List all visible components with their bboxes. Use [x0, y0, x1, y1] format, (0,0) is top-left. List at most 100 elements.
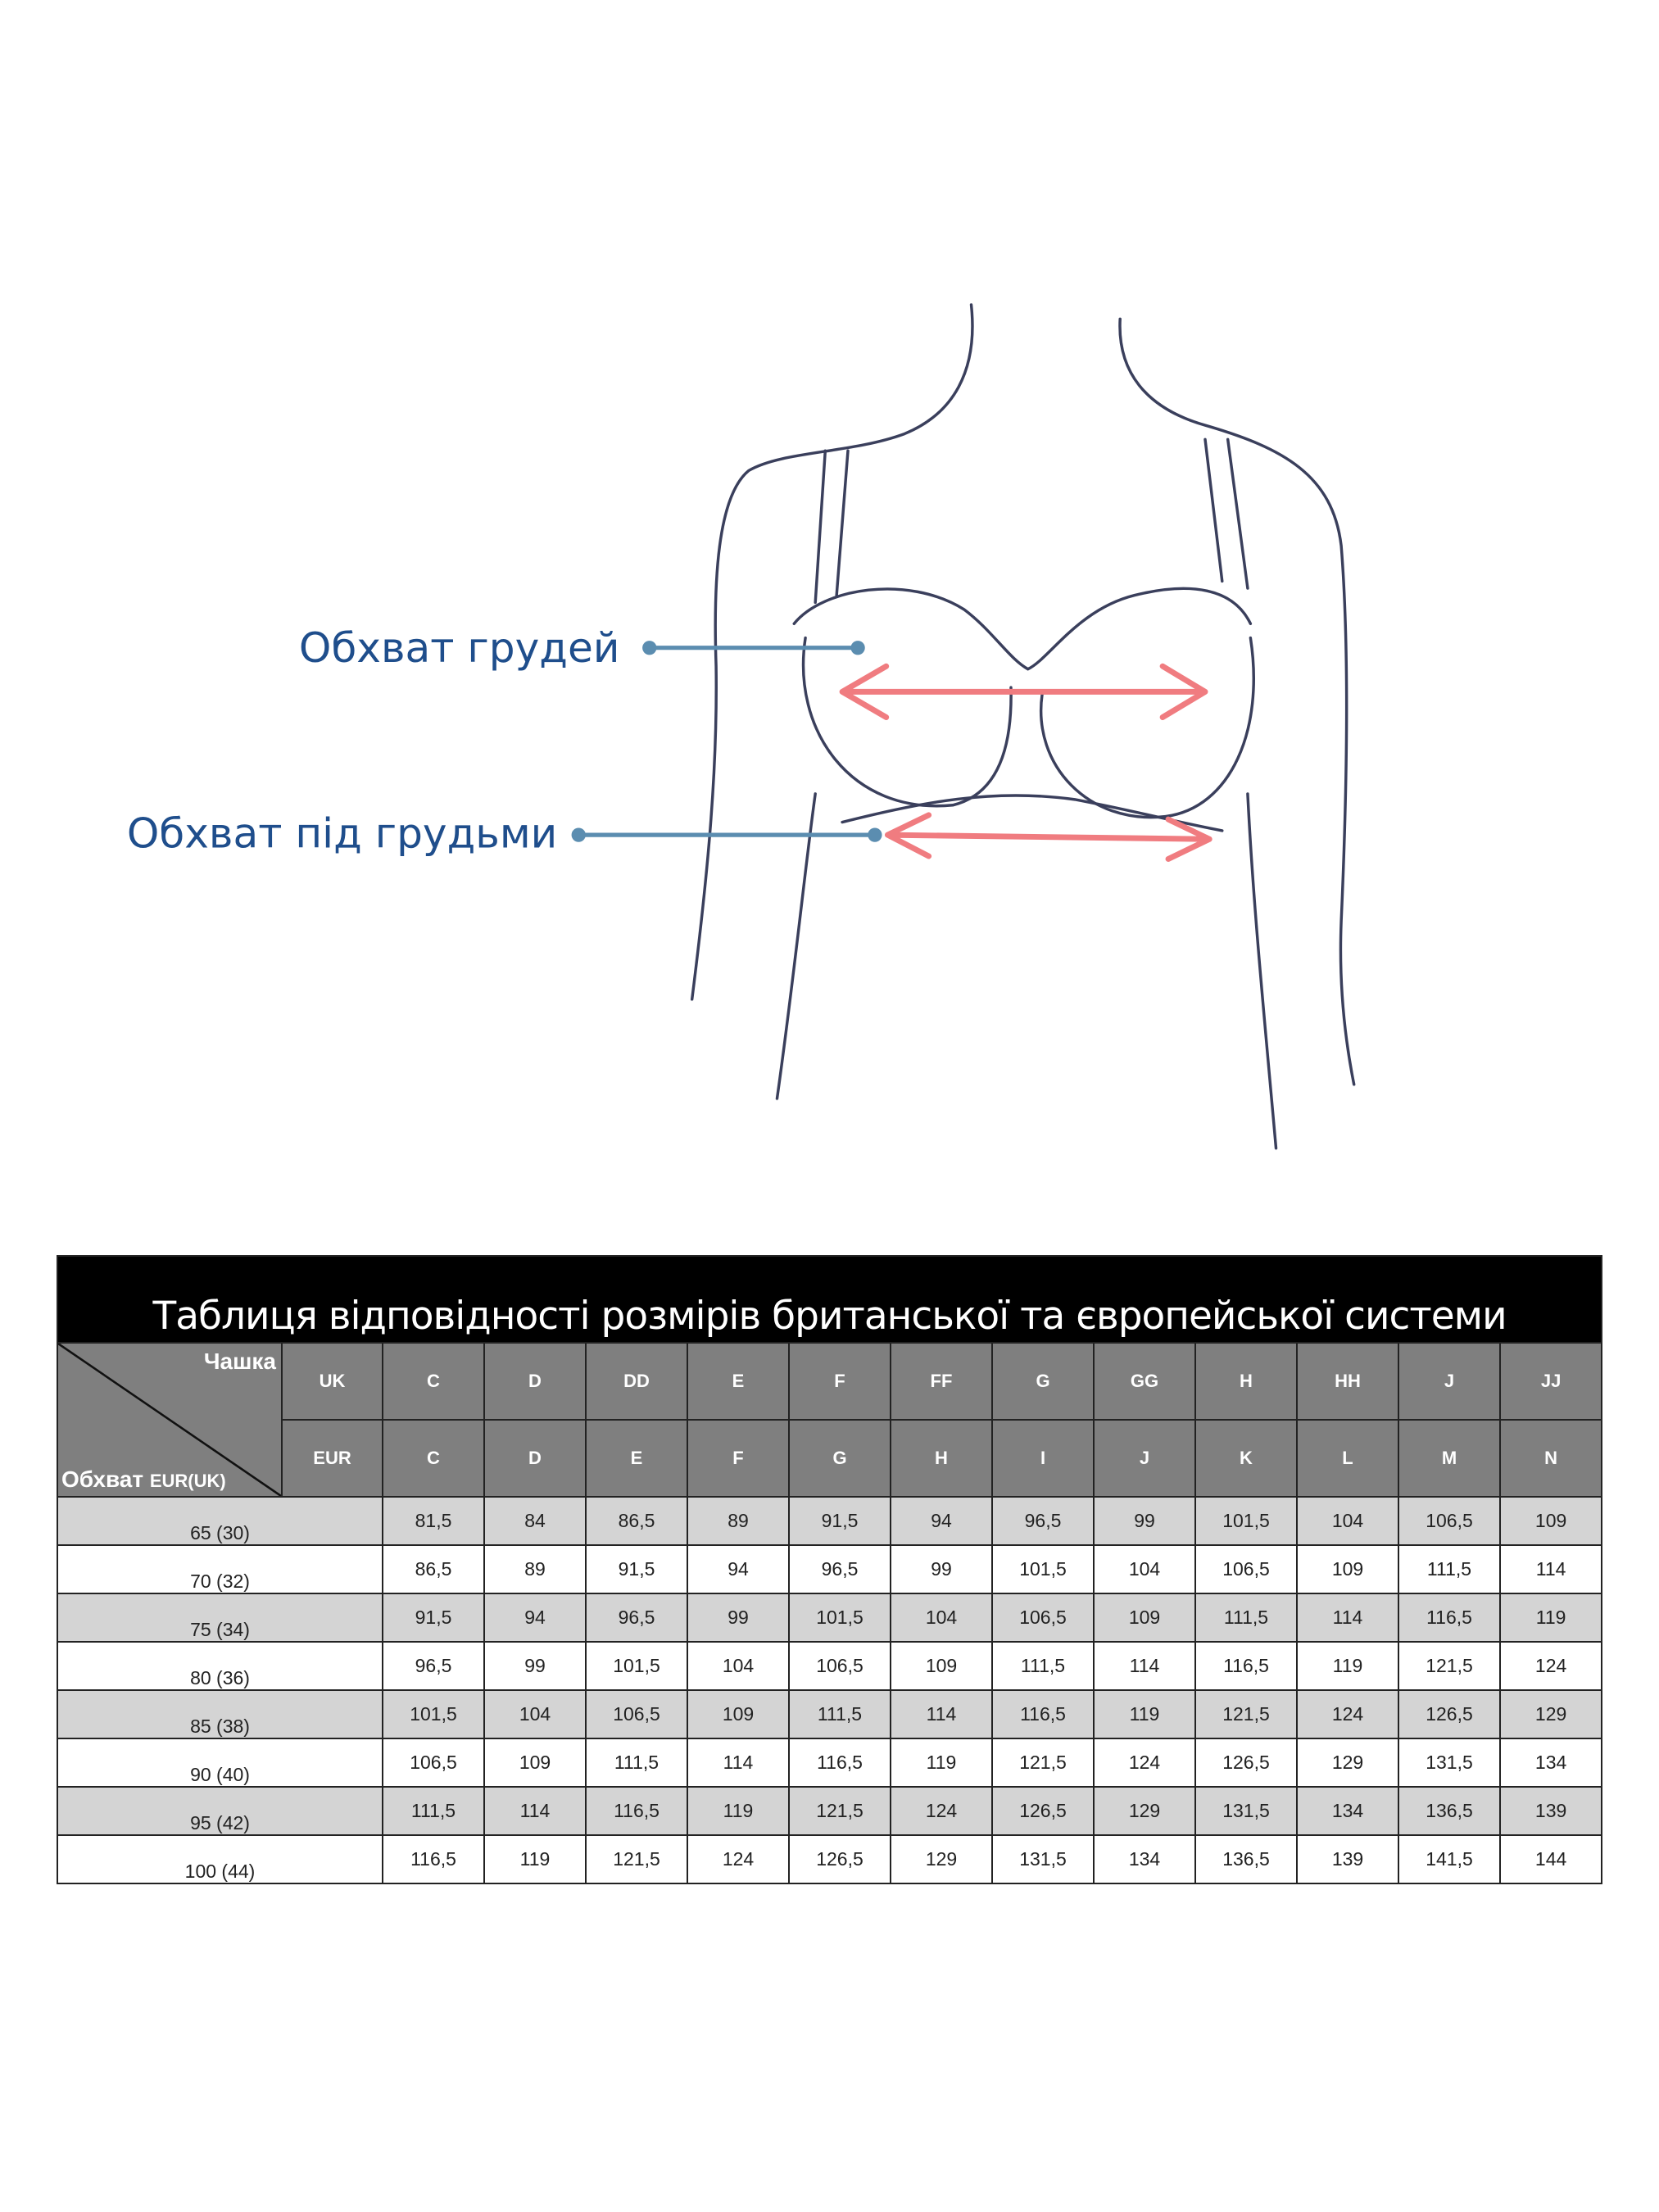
bust-value-cell: 124 [1498, 1641, 1603, 1691]
bust-value-cell: 104 [687, 1641, 790, 1691]
bust-value-cell: 86,5 [382, 1544, 485, 1594]
corner-header: Чашка Обхват EUR(UK) [57, 1342, 283, 1498]
underbust-pointer [571, 827, 882, 842]
bust-value-cell: 116,5 [788, 1738, 891, 1788]
bust-value-cell: 129 [1093, 1786, 1196, 1836]
bust-value-cell: 99 [1093, 1496, 1196, 1546]
bust-value-cell: 101,5 [991, 1544, 1095, 1594]
table-row: 95 (42) 111,5 114 116,5 119 121,5 124 126,5 129 1… [57, 1786, 1603, 1836]
torso-outline [690, 303, 1356, 1150]
eur-cup-header: M [1398, 1419, 1501, 1498]
bust-value-cell: 104 [1296, 1496, 1399, 1546]
bust-value-cell: 116,5 [1194, 1641, 1298, 1691]
uk-cup-header: J [1398, 1342, 1501, 1421]
bust-value-cell: 136,5 [1194, 1834, 1298, 1884]
bust-value-cell: 109 [483, 1738, 587, 1788]
table-row: 75 (34) 91,5 94 96,5 99 101,5 104 106,5 109 111,5… [57, 1593, 1603, 1643]
eur-cup-header: I [991, 1419, 1095, 1498]
bust-value-cell: 129 [890, 1834, 993, 1884]
table-row: 80 (36) 96,5 99 101,5 104 106,5 109 111,5 114 116… [57, 1641, 1603, 1691]
bust-value-cell: 144 [1498, 1834, 1603, 1884]
uk-cup-header: G [991, 1342, 1095, 1421]
band-size-cell: 80 (36) [57, 1641, 383, 1691]
table-row: 85 (38) 101,5 104 106,5 109 111,5 114 116,5 119 1… [57, 1689, 1603, 1739]
bust-value-cell: 134 [1498, 1738, 1603, 1788]
bust-value-cell: 109 [1498, 1496, 1603, 1546]
bust-value-cell: 106,5 [1398, 1496, 1501, 1546]
bust-value-cell: 101,5 [382, 1689, 485, 1739]
bust-value-cell: 116,5 [991, 1689, 1095, 1739]
bust-value-cell: 141,5 [1398, 1834, 1501, 1884]
band-size-cell: 70 (32) [57, 1544, 383, 1594]
bust-value-cell: 104 [890, 1593, 993, 1643]
bust-value-cell: 136,5 [1398, 1786, 1501, 1836]
band-header-suffix: EUR(UK) [149, 1471, 226, 1491]
bust-value-cell: 106,5 [991, 1593, 1095, 1643]
cup-header: Чашка [203, 1349, 276, 1374]
bust-value-cell: 94 [687, 1544, 790, 1594]
bust-value-cell: 96,5 [585, 1593, 688, 1643]
bust-value-cell: 96,5 [788, 1544, 891, 1594]
bust-value-cell: 101,5 [788, 1593, 891, 1643]
bust-value-cell: 116,5 [585, 1786, 688, 1836]
bust-value-cell: 101,5 [585, 1641, 688, 1691]
uk-cup-header: E [687, 1342, 790, 1421]
eur-cup-header: J [1093, 1419, 1196, 1498]
bust-value-cell: 119 [483, 1834, 587, 1884]
bust-value-cell: 91,5 [788, 1496, 891, 1546]
table-title: Таблиця відповідності розмірів британськ… [56, 1255, 1603, 1344]
uk-cup-header: H [1194, 1342, 1298, 1421]
bust-value-cell: 116,5 [1398, 1593, 1501, 1643]
bust-value-cell: 121,5 [1194, 1689, 1298, 1739]
bust-value-cell: 89 [687, 1496, 790, 1546]
bust-pointer [642, 641, 865, 655]
bust-value-cell: 121,5 [1398, 1641, 1501, 1691]
uk-cup-header: HH [1296, 1342, 1399, 1421]
bust-value-cell: 126,5 [788, 1834, 891, 1884]
bust-value-cell: 99 [890, 1544, 993, 1594]
bust-value-cell: 126,5 [1398, 1689, 1501, 1739]
underbust-measure-arrow [884, 812, 1213, 862]
uk-cup-header: D [483, 1342, 587, 1421]
bust-value-cell: 121,5 [991, 1738, 1095, 1788]
bust-value-cell: 131,5 [1398, 1738, 1501, 1788]
band-size-cell: 85 (38) [57, 1689, 383, 1739]
bust-value-cell: 111,5 [382, 1786, 485, 1836]
bust-measure-arrow [839, 663, 1208, 720]
eur-cup-header: H [890, 1419, 993, 1498]
bust-value-cell: 126,5 [991, 1786, 1095, 1836]
band-size-cell: 90 (40) [57, 1738, 383, 1788]
bust-value-cell: 111,5 [788, 1689, 891, 1739]
bust-value-cell: 91,5 [585, 1544, 688, 1594]
bust-value-cell: 134 [1296, 1786, 1399, 1836]
bust-value-cell: 106,5 [585, 1689, 688, 1739]
bust-value-cell: 124 [890, 1786, 993, 1836]
bust-value-cell: 96,5 [991, 1496, 1095, 1546]
bust-value-cell: 111,5 [991, 1641, 1095, 1691]
band-size-cell: 95 (42) [57, 1786, 383, 1836]
bust-value-cell: 84 [483, 1496, 587, 1546]
bust-value-cell: 91,5 [382, 1593, 485, 1643]
bust-value-cell: 101,5 [1194, 1496, 1298, 1546]
eur-cup-header: K [1194, 1419, 1298, 1498]
bust-value-cell: 96,5 [382, 1641, 485, 1691]
bust-value-cell: 104 [1093, 1544, 1196, 1594]
uk-label: UK [281, 1342, 383, 1421]
bust-value-cell: 99 [687, 1593, 790, 1643]
eur-cup-header: N [1498, 1419, 1603, 1498]
bust-value-cell: 106,5 [1194, 1544, 1298, 1594]
band-header: Обхват EUR(UK) [61, 1466, 226, 1493]
bust-value-cell: 119 [1093, 1689, 1196, 1739]
bust-label: Обхват грудей [299, 623, 620, 672]
table-row: 70 (32) 86,5 89 91,5 94 96,5 99 101,5 104 106,5 10… [57, 1544, 1603, 1594]
bust-value-cell: 104 [483, 1689, 587, 1739]
table-row: 90 (40) 106,5 109 111,5 114 116,5 119 121,5 124 1… [57, 1738, 1603, 1788]
underbust-label: Обхват під грудьми [127, 809, 557, 858]
bust-value-cell: 109 [687, 1689, 790, 1739]
size-conversion-table: Таблиця відповідності розмірів британськ… [56, 1255, 1603, 1884]
bust-value-cell: 94 [483, 1593, 587, 1643]
bust-value-cell: 111,5 [585, 1738, 688, 1788]
eur-cup-header: E [585, 1419, 688, 1498]
bust-value-cell: 109 [1093, 1593, 1196, 1643]
bust-value-cell: 111,5 [1194, 1593, 1298, 1643]
